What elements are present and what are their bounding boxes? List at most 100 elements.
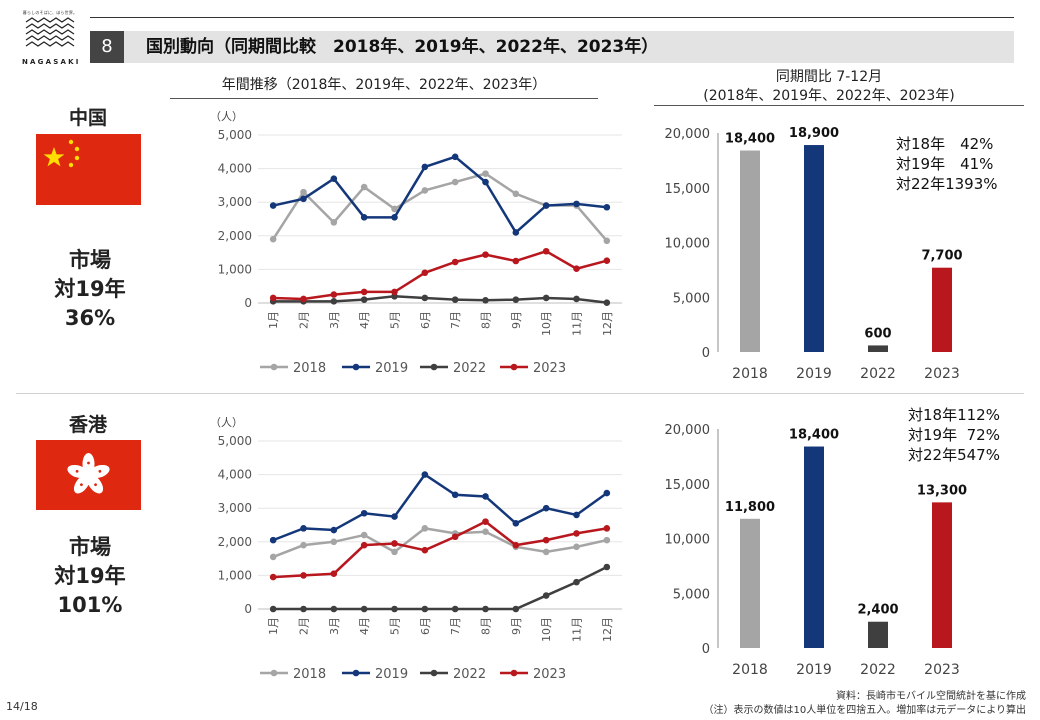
data-point-2022 <box>573 295 580 303</box>
data-point-2019 <box>360 509 368 517</box>
legend-marker-2022 <box>430 363 438 371</box>
data-point-2022 <box>421 294 429 302</box>
data-point-2019 <box>421 471 429 478</box>
data-point-2019 <box>573 511 580 519</box>
x-tick-label: 3月 <box>328 617 341 635</box>
x-tick-label: 2月 <box>298 311 311 329</box>
data-point-2019 <box>300 195 307 203</box>
data-point-2019 <box>542 504 550 512</box>
market-percent: 101% <box>57 593 123 617</box>
data-point-2022 <box>482 297 489 304</box>
y-tick-label: 20,000 <box>665 127 711 142</box>
x-tick-label: 8月 <box>480 617 493 635</box>
data-point-2023 <box>421 546 429 554</box>
y-tick-label: 0 <box>702 346 710 361</box>
bar-value-label: 2,400 <box>857 603 898 618</box>
data-point-2022 <box>542 592 550 599</box>
data-point-2019 <box>360 214 368 221</box>
legend-marker-2023 <box>510 669 518 677</box>
x-tick-label: 9月 <box>510 311 523 329</box>
data-point-2022 <box>542 294 550 302</box>
x-tick-label: 4月 <box>358 311 371 329</box>
data-point-2019 <box>603 203 611 211</box>
market-label: 市場 <box>69 535 111 559</box>
data-point-2018 <box>482 170 489 177</box>
data-point-2019 <box>391 513 398 520</box>
hongkong-growth-rates: 対18年112% 対19年 72% 対22年547% <box>908 406 1000 464</box>
y-tick-label: 0 <box>244 602 252 616</box>
market-label: 市場 <box>69 248 111 272</box>
y-tick-label: 3,000 <box>218 195 252 209</box>
series-line-2022 <box>273 565 608 611</box>
page-title: 国別動向（同期間比較 2018年、2019年、2022年、2023年） <box>146 37 659 57</box>
bar-2018 <box>740 150 760 352</box>
data-point-2019 <box>330 526 338 534</box>
data-point-2023 <box>512 257 520 265</box>
data-point-2018 <box>269 235 277 243</box>
data-point-2019 <box>330 175 338 182</box>
data-point-2018 <box>573 543 580 551</box>
y-tick-label: 20,000 <box>665 423 711 438</box>
data-point-2022 <box>603 563 611 571</box>
china-flag-icon <box>36 134 141 205</box>
bar-2019 <box>804 145 824 352</box>
y-unit-label: （人） <box>210 110 243 123</box>
data-point-2023 <box>269 294 277 302</box>
data-point-2023 <box>451 533 459 541</box>
hongkong-flag-icon <box>36 440 141 510</box>
legend-marker-2018 <box>270 363 278 371</box>
data-point-2022 <box>360 296 368 303</box>
y-unit-label: （人） <box>210 416 243 429</box>
data-point-2023 <box>573 265 580 273</box>
data-point-2018 <box>482 528 489 536</box>
data-point-2019 <box>512 229 520 236</box>
bar-2023 <box>932 502 952 648</box>
data-point-2019 <box>391 214 398 221</box>
legend-marker-2019 <box>352 669 360 677</box>
series-line-2023 <box>273 520 608 579</box>
data-point-2023 <box>300 572 307 579</box>
x-tick-label: 2022 <box>860 662 896 678</box>
data-point-2018 <box>391 548 398 556</box>
data-point-2023 <box>421 269 429 277</box>
data-point-2023 <box>603 525 611 532</box>
data-point-2019 <box>421 163 429 171</box>
data-point-2019 <box>482 493 489 500</box>
x-tick-label: 7月 <box>449 617 462 635</box>
x-tick-label: 10月 <box>540 617 553 642</box>
legend-label-2022: 2022 <box>453 361 486 376</box>
y-tick-label: 4,000 <box>218 468 252 482</box>
bar-2019 <box>804 446 824 648</box>
x-tick-label: 3月 <box>328 311 341 329</box>
data-point-2023 <box>482 251 489 258</box>
legend-label-2023: 2023 <box>533 361 566 376</box>
bar-2022 <box>868 345 888 352</box>
hongkong-period-bar-chart: 0 5,000 10,000 15,000 20,000 11,800 2018 18,400… <box>665 423 968 678</box>
bar-subhead-rule <box>654 105 1024 106</box>
data-point-2018 <box>391 205 398 213</box>
data-point-2019 <box>603 489 611 497</box>
legend-label-2019: 2019 <box>375 361 408 376</box>
legend-marker-2022 <box>430 669 438 677</box>
china-monthly-line-chart: （人） 0 1,000 2,000 3,000 4,000 5,000 1月 2月 3月 4月 5月 6… <box>210 110 622 376</box>
data-point-2023 <box>451 258 459 266</box>
x-tick-label: 5月 <box>389 311 402 329</box>
y-tick-label: 5,000 <box>673 587 710 602</box>
x-tick-label: 2022 <box>860 366 896 382</box>
data-point-2023 <box>360 541 368 549</box>
y-tick-label: 2,000 <box>218 535 252 549</box>
bar-value-label: 18,400 <box>789 428 839 443</box>
bar-value-label: 600 <box>864 326 891 341</box>
market-percent: 36% <box>64 306 116 330</box>
country-name-china: 中国 <box>68 107 107 129</box>
y-tick-label: 0 <box>702 642 710 657</box>
section-number: 8 <box>90 31 124 63</box>
legend-marker-2019 <box>352 363 360 371</box>
note-line: （注）表示の数値は10人単位を四捨五入。増加率は元データにより算出 <box>703 705 1026 716</box>
x-tick-label: 2019 <box>796 366 832 382</box>
data-point-2018 <box>603 536 611 544</box>
x-tick-label: 9月 <box>510 617 523 635</box>
legend-marker-2018 <box>270 669 278 677</box>
legend-label-2018: 2018 <box>293 361 326 376</box>
data-point-2022 <box>330 298 338 305</box>
